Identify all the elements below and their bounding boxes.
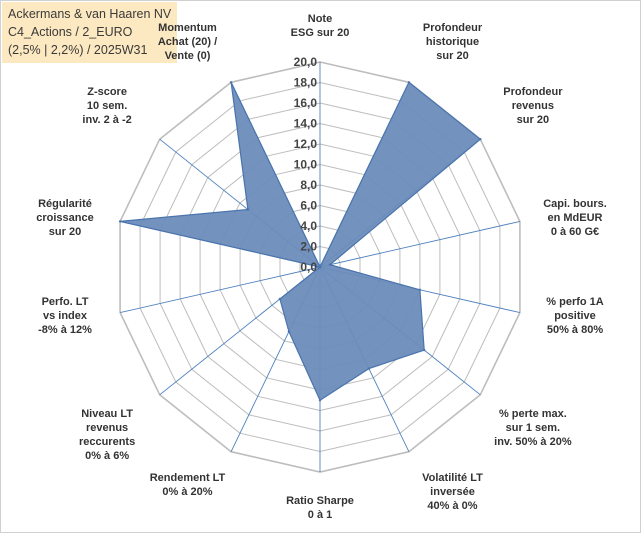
- data-point: [479, 138, 482, 141]
- data-point: [367, 367, 371, 370]
- radial-ticks: 0,0 2,0 4,0 6,0 8,0 10,0 12,0 14,0 16,0 18,0 20,0: [294, 55, 318, 274]
- axis-label-line: 0 à 60 G€: [550, 225, 600, 238]
- tick-label: 18,0: [294, 76, 318, 90]
- data-point: [246, 208, 250, 211]
- axis-label-line: revenus: [511, 100, 554, 113]
- axis-label: % perfo 1A positive 50% à 80%: [500, 295, 641, 337]
- axis-label-line: inversée: [430, 485, 475, 498]
- axis-label-line: Achat (20) /: [157, 36, 218, 49]
- axis-label-line: inv. 50% à 20%: [494, 435, 572, 448]
- axis-label-line: 0% à 20%: [162, 485, 213, 498]
- axis-label-line: 50% à 80%: [546, 324, 604, 337]
- axis-label: Momentum Achat (20) / Vente (0): [113, 21, 263, 63]
- axis-label-line: inv. 2 à -2: [82, 114, 132, 127]
- radar-series: [118, 81, 482, 402]
- tick-label: 10,0: [294, 158, 318, 172]
- data-point: [287, 330, 291, 333]
- data-point: [423, 348, 426, 352]
- tick-label: 6,0: [300, 199, 317, 213]
- axis-spoke: [319, 220, 521, 268]
- axis-label-line: % perfo 1A: [546, 296, 604, 309]
- tick-label: 0,0: [300, 260, 317, 274]
- axis-label: Perfo. LT vs index -8% à 12%: [0, 295, 140, 337]
- chart-title: Ackermans & van Haaren NV C4_Actions / 2…: [2, 2, 178, 63]
- axis-label-line: vs index: [42, 310, 88, 323]
- axis-label-line: ESG sur 20: [290, 27, 350, 39]
- axis-label-line: Z-score: [87, 86, 127, 99]
- axis-label-line: en MdEUR: [547, 211, 603, 224]
- tick-label: 12,0: [294, 137, 318, 151]
- axis-label-line: 10 sem.: [86, 100, 128, 113]
- tick-label: 16,0: [294, 96, 318, 110]
- axis-label-line: 0 à 1: [307, 509, 333, 521]
- axis-label-line: sur 20: [516, 114, 550, 127]
- tick-label: 4,0: [300, 219, 317, 233]
- axis-label-line: Rendement LT: [149, 471, 226, 484]
- axis-label-line: Note: [307, 13, 333, 25]
- axis-label-line: Niveau LT: [81, 407, 133, 420]
- axis-spoke: [119, 266, 321, 314]
- tick-label: 2,0: [300, 240, 317, 254]
- title-line-category: C4_Actions / 2_EURO: [8, 25, 133, 39]
- axis-label-line: 0% à 6%: [85, 449, 130, 462]
- axis-label-line: sur 20: [48, 225, 82, 238]
- data-point: [418, 288, 422, 291]
- axis-label-line: Momentum: [158, 22, 217, 35]
- title-line-period: (2,5% | 2,2%) / 2025W31: [8, 43, 148, 57]
- axis-label: Niveau LT revenus reccurents 0% à 6%: [32, 407, 182, 463]
- data-point: [118, 220, 122, 223]
- axis-label-line: historique: [425, 36, 480, 49]
- axis-label: Profondeur historique sur 20: [378, 21, 528, 63]
- axis-label: Régularité croissance sur 20: [0, 197, 140, 239]
- axis-label-line: reccurents: [78, 435, 136, 448]
- data-point: [328, 263, 332, 266]
- tick-label: 20,0: [294, 55, 318, 69]
- axis-label: Rendement LT 0% à 20%: [113, 471, 263, 499]
- axis-label-line: Volatilité LT: [422, 471, 483, 484]
- axis-label: % perte max. sur 1 sem. inv. 50% à 20%: [458, 407, 608, 449]
- axis-label: Ratio Sharpe 0 à 1: [245, 494, 395, 522]
- axis-label: Z-score 10 sem. inv. 2 à -2: [32, 85, 182, 127]
- axis-label-line: positive: [554, 310, 596, 323]
- axis-label-line: sur 20: [436, 50, 469, 63]
- axis-label-line: % perte max.: [498, 407, 567, 420]
- data-point: [278, 297, 282, 301]
- axis-label: Volatilité LT inversée 40% à 0%: [378, 471, 528, 513]
- data-point: [407, 81, 411, 84]
- data-point: [318, 265, 322, 269]
- axis-label-line: Régularité: [38, 197, 92, 210]
- tick-label: 14,0: [294, 117, 318, 131]
- axis-label: Note ESG sur 20: [245, 12, 395, 40]
- axis-label-line: 40% à 0%: [427, 499, 478, 512]
- axis-label-line: -8% à 12%: [38, 324, 92, 337]
- axis-label-line: croissance: [36, 211, 94, 224]
- axis-label-line: Vente (0): [164, 50, 211, 63]
- axis-label: Capi. bours. en MdEUR 0 à 60 G€: [500, 197, 641, 239]
- title-line-company: Ackermans & van Haaren NV: [8, 7, 172, 21]
- axis-label-line: Perfo. LT: [41, 296, 89, 309]
- axis-label-line: Profondeur: [503, 86, 563, 99]
- axis-label-line: Profondeur: [422, 22, 483, 35]
- data-point: [229, 81, 233, 84]
- axis-label-line: Ratio Sharpe: [286, 495, 354, 507]
- tick-label: 8,0: [300, 178, 317, 192]
- axis-label: Profondeur revenus sur 20: [458, 85, 608, 127]
- axis-label-line: sur 1 sem.: [505, 421, 561, 434]
- data-point: [318, 399, 322, 402]
- axis-label-line: Capi. bours.: [543, 197, 607, 210]
- axis-label-line: revenus: [85, 421, 129, 434]
